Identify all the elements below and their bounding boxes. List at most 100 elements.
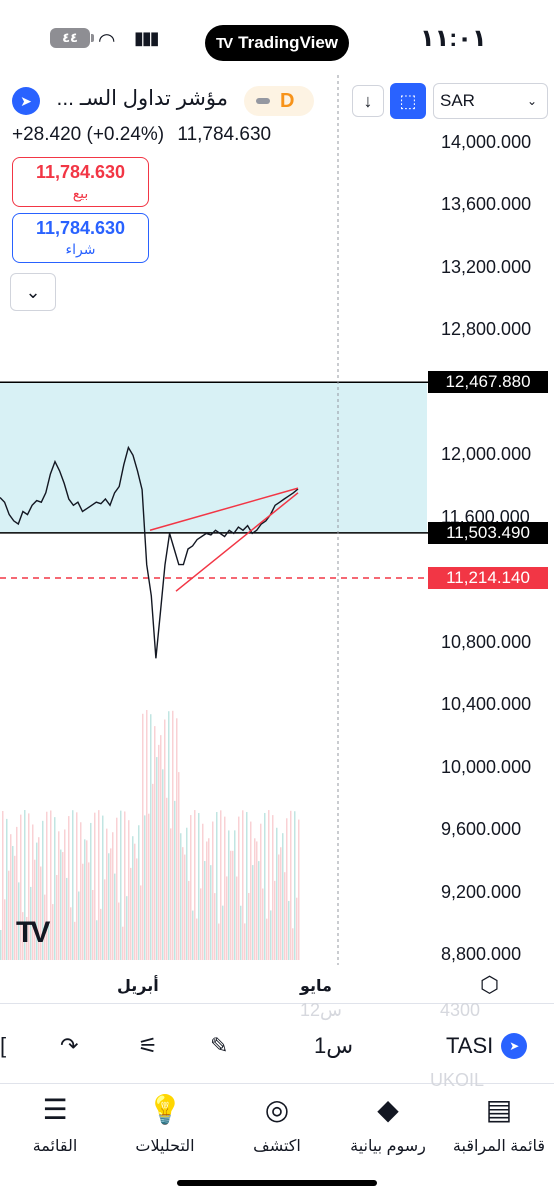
drawing-pen-icon[interactable]: ✎ — [210, 1033, 229, 1058]
volume-bar — [152, 783, 154, 960]
ghost-price: 4300 — [440, 1000, 481, 1020]
volume-bar — [288, 900, 290, 960]
volume-bar — [208, 838, 210, 960]
arrow-down-button[interactable]: ↓ — [352, 85, 384, 117]
nav-watchlist[interactable]: ▤ قائمة المراقبة — [444, 1090, 554, 1156]
volume-bar — [138, 825, 140, 960]
volume-bar — [132, 836, 134, 960]
volume-bar — [210, 865, 212, 960]
volume-bar — [272, 815, 274, 960]
tradingview-pill: TV TradingView — [205, 25, 349, 61]
volume-bar — [58, 831, 60, 960]
symbol-selector[interactable]: TASI ➤ — [446, 1026, 528, 1066]
symbol-logo-icon[interactable]: ➤ — [12, 87, 40, 115]
collapse-chevron-button[interactable]: ⌄ — [10, 273, 56, 311]
currency-select[interactable]: SAR ⌄ — [433, 83, 548, 119]
volume-bar — [266, 918, 268, 960]
price-axis-label: 10,800.000 — [441, 631, 532, 652]
time-label-may: مايو — [300, 978, 332, 995]
nav-charts[interactable]: ◆ رسوم بيانية — [333, 1090, 443, 1156]
fullscreen-bracket-icon[interactable]: [ — [0, 1033, 7, 1058]
volume-bar — [268, 810, 270, 960]
wedge-lower-line — [175, 492, 299, 592]
price-axis-label: 13,200.000 — [441, 256, 532, 277]
buy-button[interactable]: 11,784.630 شراء — [12, 213, 149, 263]
volume-bar — [240, 905, 242, 960]
volume-bar — [150, 714, 152, 960]
volume-bar — [166, 797, 168, 960]
sell-button[interactable]: 11,784.630 بيع — [12, 157, 149, 207]
volume-bar — [296, 897, 298, 960]
nav-explore-label: اكتشف — [253, 1138, 301, 1155]
volume-bar — [52, 904, 54, 960]
volume-bar — [96, 920, 98, 960]
volume-bar — [174, 800, 176, 960]
volume-bar — [100, 908, 102, 960]
volume-bar — [94, 812, 96, 960]
volume-bar — [110, 848, 112, 960]
volume-bar — [204, 861, 206, 960]
price-axis-label: 8,800.000 — [441, 944, 522, 964]
volume-bar — [74, 921, 76, 960]
sync-button[interactable]: ⬚ — [390, 83, 426, 119]
interval-value: 1س — [314, 1033, 354, 1058]
volume-bar — [234, 830, 236, 960]
volume-bar — [106, 828, 108, 960]
chart-settings-icon[interactable]: ⬡ — [480, 972, 500, 997]
volume-bar — [142, 713, 144, 960]
volume-bar — [50, 810, 52, 960]
interval-badge[interactable]: D — [244, 86, 314, 116]
indicators-icon[interactable]: ⚟ — [138, 1033, 158, 1058]
volume-bar — [226, 876, 228, 960]
volume-bar — [250, 821, 252, 960]
volume-bar — [116, 817, 118, 960]
price-tag: 11,503.490 — [428, 521, 548, 544]
volume-bar — [252, 865, 254, 960]
volume-bar — [12, 846, 14, 960]
volume-bar — [78, 891, 80, 960]
nav-watchlist-label: قائمة المراقبة — [452, 1138, 546, 1155]
volume-bar — [124, 811, 126, 960]
volume-bar — [212, 821, 214, 960]
redo-icon[interactable]: ↷ — [60, 1033, 79, 1058]
volume-bar — [6, 818, 8, 960]
volume-bar — [180, 833, 182, 960]
volume-bar — [188, 880, 190, 960]
compass-icon: ◎ — [264, 1093, 290, 1125]
nav-explore[interactable]: ◎ اكتشف — [222, 1090, 332, 1156]
volume-bar — [86, 840, 88, 960]
volume-bar — [4, 899, 6, 960]
volume-bar — [194, 810, 196, 960]
volume-bar — [84, 839, 86, 960]
volume-bar — [242, 810, 244, 960]
volume-bar — [258, 861, 260, 960]
nav-charts-label: رسوم بيانية — [350, 1138, 426, 1155]
price-axis-label: 9,200.000 — [441, 881, 522, 902]
volume-bar — [146, 710, 148, 960]
interval-letter: D — [280, 89, 295, 112]
ghost-symbol: UKOIL — [430, 1070, 485, 1090]
signal-icon: ▮▮▮ — [134, 28, 160, 48]
volume-bar — [154, 726, 156, 960]
price-series-line — [0, 445, 299, 659]
tradingview-watermark-icon: TV — [16, 916, 50, 949]
home-indicator — [177, 1180, 377, 1186]
nav-ideas-label: التحليلات — [135, 1138, 195, 1155]
interval-selector[interactable]: 1س — [314, 1026, 353, 1066]
price-axis-label: 14,000.000 — [441, 132, 532, 152]
volume-bar — [54, 817, 56, 960]
volume-bar — [130, 867, 132, 960]
volume-bar — [184, 854, 186, 960]
volume-bar — [232, 850, 234, 960]
nav-ideas[interactable]: 💡 التحليلات — [110, 1090, 220, 1156]
nav-menu[interactable]: ☰ القائمة — [0, 1090, 110, 1156]
volume-bar — [178, 772, 180, 960]
app-name: TradingView — [238, 33, 338, 52]
volume-bar — [104, 879, 106, 960]
volume-bar — [282, 833, 284, 960]
volume-bar — [56, 875, 58, 960]
volume-bar — [218, 923, 220, 960]
sell-label: بيع — [72, 185, 89, 201]
volume-bar — [182, 847, 184, 960]
symbol-title[interactable]: مؤشر تداول السـ ... — [56, 87, 228, 110]
